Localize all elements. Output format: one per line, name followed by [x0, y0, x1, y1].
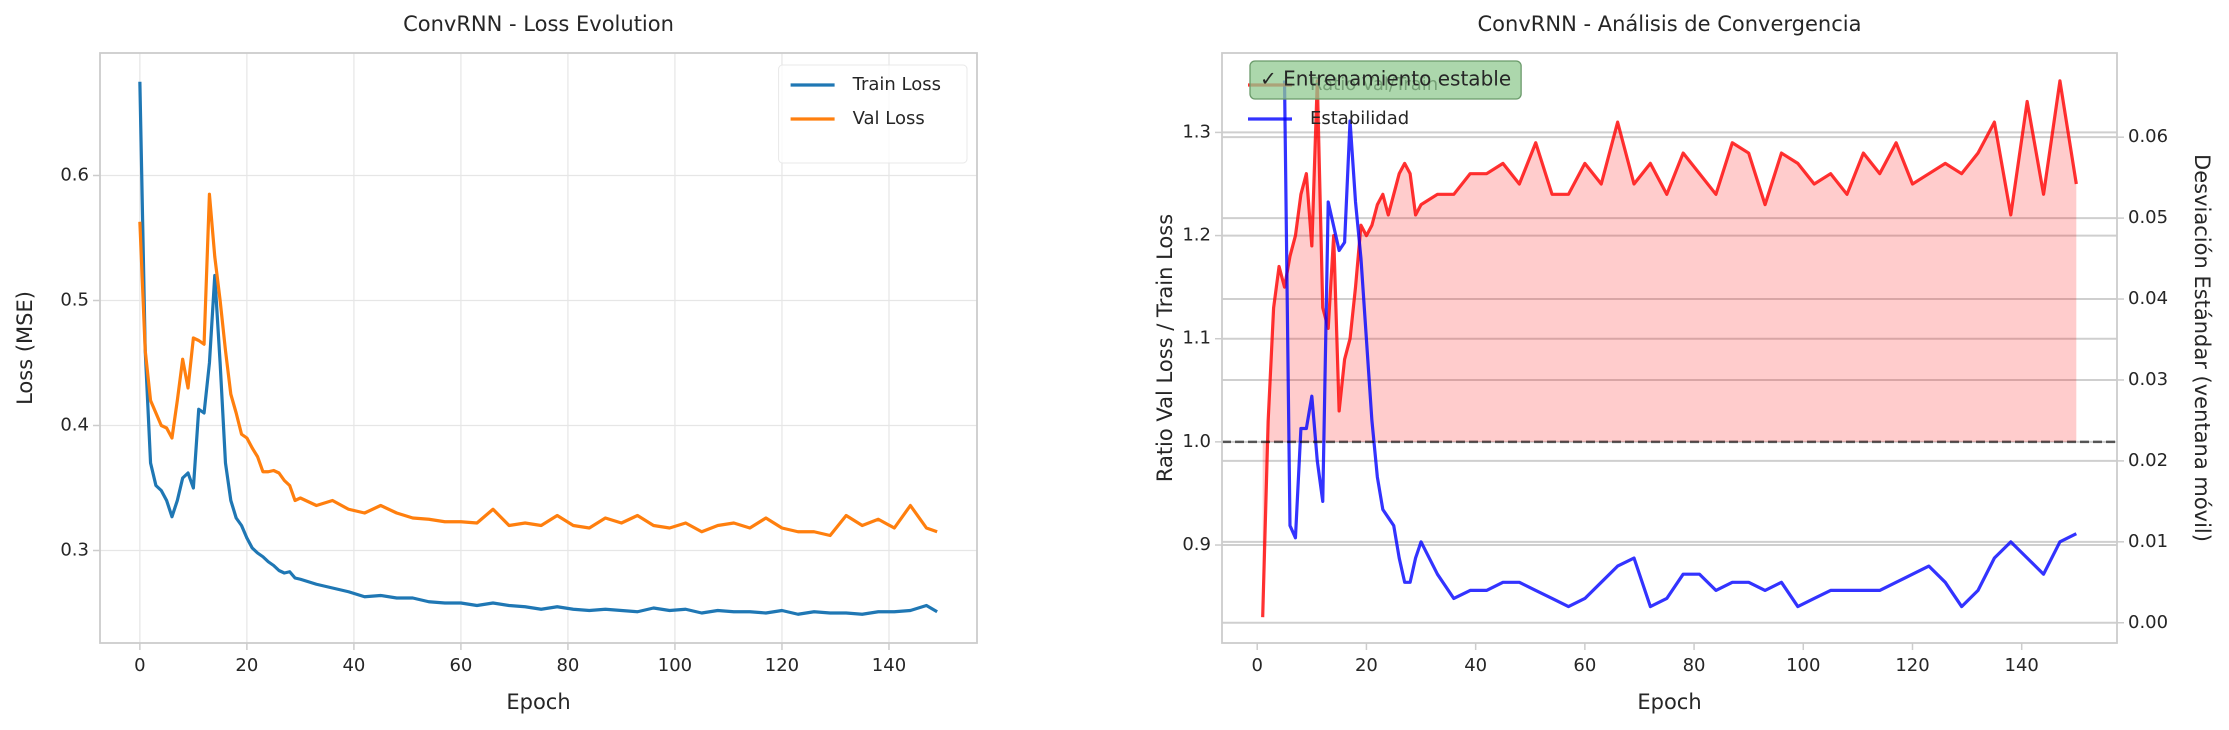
y-tick-label: 1.0 — [1182, 431, 1211, 452]
y-axis-label: Loss (MSE) — [13, 291, 37, 405]
series-line — [138, 81, 938, 616]
x-tick-label: 80 — [556, 655, 579, 676]
x-axis-label: Epoch — [506, 690, 570, 714]
series-line — [138, 192, 938, 538]
y2-tick-label: 0.01 — [2128, 531, 2168, 552]
y2-tick-label: 0.02 — [2128, 450, 2168, 471]
x-tick-label: 20 — [1355, 655, 1378, 676]
series-line — [1282, 80, 2078, 609]
y-tick-label: 1.1 — [1182, 328, 1211, 349]
chart-title: ConvRNN - Loss Evolution — [403, 12, 674, 36]
x-tick-label: 0 — [1251, 655, 1262, 676]
chart-title: ConvRNN - Análisis de Convergencia — [1478, 12, 1862, 36]
x-tick-label: 100 — [1786, 655, 1820, 676]
x-tick-label: 140 — [872, 655, 906, 676]
x-tick-label: 40 — [1464, 655, 1487, 676]
annotation: ✓ Entrenamiento estable — [1249, 60, 1522, 100]
x-tick-label: 40 — [342, 655, 365, 676]
legend-label: Estabilidad — [1310, 108, 1409, 129]
legend-frame — [778, 64, 968, 164]
y-tick-label: 1.2 — [1182, 225, 1211, 246]
x-tick-label: 60 — [1573, 655, 1596, 676]
y-tick-label: 0.4 — [60, 415, 89, 436]
x-tick-label: 120 — [765, 655, 799, 676]
y-tick-label: 0.5 — [60, 290, 89, 311]
y2-tick-label: 0.05 — [2128, 207, 2168, 228]
y-tick-label: 0.9 — [1182, 534, 1211, 555]
x-tick-label: 20 — [235, 655, 258, 676]
legend-item: Train Loss — [790, 74, 941, 95]
y2-tick-label: 0.06 — [2128, 126, 2168, 147]
legend-item: Val Loss — [790, 108, 925, 129]
y2-tick-label: 0.03 — [2128, 369, 2168, 390]
y2-axis-label: Desviación Estándar (ventana móvil) — [2190, 154, 2214, 542]
x-tick-label: 140 — [2005, 655, 2039, 676]
x-tick-label: 80 — [1683, 655, 1706, 676]
x-axis-label: Epoch — [1637, 690, 1701, 714]
y-tick-label: 0.3 — [60, 540, 89, 561]
annotation-text: ✓ Entrenamiento estable — [1260, 67, 1511, 91]
legend-label: Val Loss — [853, 108, 925, 129]
x-tick-label: 120 — [1895, 655, 1929, 676]
x-tick-label: 60 — [449, 655, 472, 676]
x-tick-label: 100 — [658, 655, 692, 676]
annotation-box — [1249, 60, 1522, 100]
axes-frame — [1221, 52, 2118, 644]
y2-tick-label: 0.00 — [2128, 612, 2168, 633]
legend-label: Train Loss — [852, 74, 941, 95]
axes-frame — [99, 52, 978, 644]
y-axis-label: Ratio Val Loss / Train Loss — [1153, 214, 1177, 482]
fill-area — [1262, 80, 2077, 618]
legend-item: Estabilidad — [1248, 108, 1409, 129]
x-tick-label: 0 — [134, 655, 145, 676]
y-tick-label: 0.6 — [60, 165, 89, 186]
y2-tick-label: 0.04 — [2128, 288, 2168, 309]
legend: Train Loss Val Loss — [778, 64, 968, 164]
y-tick-label: 1.3 — [1182, 121, 1211, 142]
